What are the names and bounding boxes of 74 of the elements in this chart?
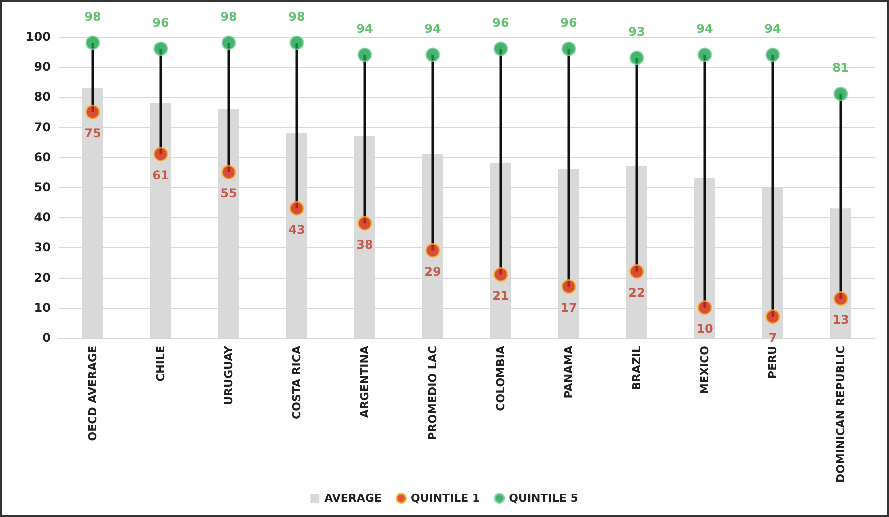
data-label: 29 bbox=[424, 264, 442, 279]
data-label: 43 bbox=[288, 222, 306, 237]
point bbox=[834, 292, 848, 306]
legend-label: QUINTILE 1 bbox=[410, 492, 480, 505]
x-tick-label: CHILE bbox=[154, 346, 168, 382]
point bbox=[358, 216, 372, 231]
y-tick-label: 100 bbox=[26, 30, 51, 44]
x-tick-label: DOMINICAN REPUBLIC bbox=[834, 346, 848, 483]
x-tick-label: PROMEDIO LAC bbox=[426, 346, 440, 440]
data-label: 7 bbox=[768, 331, 778, 346]
data-label: 75 bbox=[84, 126, 102, 140]
x-tick-label: BRAZIL bbox=[630, 346, 644, 390]
y-tick-label: 40 bbox=[34, 210, 51, 225]
data-label: 17 bbox=[560, 301, 578, 316]
y-tick-label: 20 bbox=[34, 270, 51, 285]
point bbox=[154, 42, 168, 56]
data-label: 94 bbox=[424, 22, 442, 36]
point bbox=[766, 48, 780, 62]
legend-label: QUINTILE 5 bbox=[509, 492, 578, 505]
data-label: 55 bbox=[220, 186, 238, 201]
data-label: 38 bbox=[356, 238, 374, 252]
data-label: 94 bbox=[764, 22, 782, 36]
x-tick-label: URUGUAY bbox=[222, 344, 236, 406]
point bbox=[86, 105, 100, 120]
data-label: 96 bbox=[560, 16, 578, 30]
data-label: 13 bbox=[832, 313, 850, 328]
point bbox=[562, 42, 576, 56]
point bbox=[698, 48, 712, 62]
data-label: 81 bbox=[832, 60, 850, 75]
y-tick-label: 70 bbox=[34, 120, 51, 134]
y-tick-label: 30 bbox=[34, 240, 51, 255]
point bbox=[290, 201, 304, 216]
data-label: 93 bbox=[628, 24, 646, 39]
x-tick-label: PERU bbox=[766, 346, 780, 379]
data-label: 22 bbox=[628, 286, 646, 300]
data-label: 98 bbox=[288, 10, 306, 24]
point bbox=[426, 243, 440, 258]
data-label: 96 bbox=[492, 16, 510, 30]
x-tick-label: COLOMBIA bbox=[494, 346, 508, 412]
point bbox=[766, 310, 780, 324]
x-tick-label: PANAMA bbox=[562, 346, 576, 399]
data-label: 96 bbox=[152, 16, 170, 30]
data-label: 61 bbox=[152, 168, 170, 183]
y-tick-label: 80 bbox=[34, 90, 51, 104]
point bbox=[630, 50, 644, 66]
point bbox=[698, 300, 712, 316]
legend-label: AVERAGE bbox=[324, 492, 382, 505]
point bbox=[494, 42, 508, 56]
data-label: 10 bbox=[696, 322, 714, 336]
point bbox=[86, 36, 100, 50]
y-tick-label: 10 bbox=[34, 300, 51, 315]
point bbox=[562, 280, 576, 294]
data-label: 94 bbox=[696, 22, 714, 36]
point bbox=[154, 147, 168, 162]
x-tick-label: MEXICO bbox=[698, 346, 712, 394]
point bbox=[222, 36, 236, 50]
x-tick-label: ARGENTINA bbox=[358, 346, 372, 418]
x-tick-label: OECD AVERAGE bbox=[86, 346, 100, 442]
y-tick-label: 60 bbox=[34, 150, 51, 164]
data-label: 98 bbox=[220, 10, 238, 24]
data-label: 98 bbox=[84, 10, 102, 24]
point bbox=[290, 36, 304, 50]
point bbox=[834, 86, 848, 102]
point bbox=[426, 48, 440, 62]
y-tick-label: 50 bbox=[34, 180, 51, 194]
point bbox=[494, 268, 508, 282]
data-label: 94 bbox=[356, 22, 374, 36]
y-tick-label: 0 bbox=[42, 331, 51, 345]
data-label: 21 bbox=[492, 289, 510, 304]
point bbox=[630, 264, 644, 280]
point bbox=[358, 48, 372, 62]
point bbox=[222, 165, 236, 180]
y-tick-label: 90 bbox=[34, 60, 51, 74]
x-tick-label: COSTA RICA bbox=[290, 346, 304, 420]
